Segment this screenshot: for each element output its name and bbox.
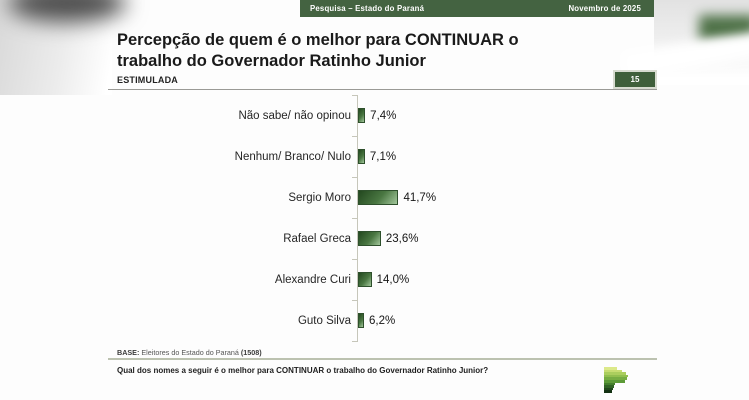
- header-left-label: Pesquisa – Estado do Paraná: [310, 4, 425, 13]
- category-label: Não sabe/ não opinou: [238, 109, 351, 122]
- chart-row: 7,1%: [358, 136, 436, 177]
- category-label: Guto Silva: [297, 314, 351, 327]
- bar-1: [358, 149, 365, 164]
- axis-tick: [352, 341, 358, 342]
- axis-tick: [352, 300, 358, 301]
- axis-tick: [352, 95, 358, 96]
- bar-5: [358, 313, 364, 328]
- chart-row: 6,2%: [358, 300, 436, 341]
- parana-pesquisas-logo: [604, 367, 628, 393]
- page-number-badge: 15: [613, 70, 657, 89]
- value-label: 41,7%: [403, 191, 437, 204]
- base-count: (1508): [240, 348, 262, 357]
- value-label: 7,1%: [369, 150, 397, 163]
- chart-row: 41,7%: [358, 177, 436, 218]
- value-label: 6,2%: [369, 314, 396, 327]
- bar-3: [358, 231, 381, 246]
- bar-4: [358, 272, 372, 287]
- value-label: 14,0%: [376, 273, 410, 286]
- chart-row: 7,4%: [358, 95, 436, 136]
- header-right-label: Novembro de 2025: [568, 4, 641, 13]
- category-label: Rafael Greca: [283, 232, 351, 245]
- axis-tick: [352, 136, 358, 137]
- category-label: Sergio Moro: [288, 191, 351, 204]
- bar-2: [358, 190, 399, 205]
- base-text: Eleitores do Estado do Paraná: [139, 348, 241, 357]
- value-label: 7,4%: [370, 109, 397, 122]
- axis-tick: [352, 259, 358, 260]
- slide-title: Percepção de quem é o melhor para CONTIN…: [117, 30, 657, 72]
- slide-title-line2: trabalho do Governador Ratinho Junior: [117, 51, 426, 70]
- topleft-blur-blob: [8, 0, 126, 22]
- header-bar: Pesquisa – Estado do Paraná Novembro de …: [300, 0, 654, 17]
- chart-row: 23,6%: [358, 218, 436, 259]
- category-label: Alexandre Curi: [274, 273, 351, 286]
- axis-tick: [352, 177, 358, 178]
- footer-divider: [108, 358, 657, 360]
- slide-subtitle: ESTIMULADA: [117, 75, 178, 85]
- base-label: BASE:: [117, 348, 140, 357]
- value-label: 23,6%: [385, 232, 419, 245]
- category-label: Nenhum/ Branco/ Nulo: [234, 150, 351, 163]
- axis-tick: [352, 218, 358, 219]
- title-divider: [108, 88, 657, 90]
- base-note: BASE: Eleitores do Estado do Paraná (150…: [117, 348, 262, 357]
- chart-rows: 7,4% 7,1% 41,7% 23,6% 14,0% 6,2%: [352, 95, 436, 342]
- survey-question: Qual dos nomes a seguir é o melhor para …: [117, 366, 489, 375]
- chart-category-labels: Não sabe/ não opinou Nenhum/ Branco/ Nulo…: [117, 95, 357, 341]
- bar-0: [358, 108, 366, 123]
- bar-chart: Não sabe/ não opinou Nenhum/ Branco/ Nulo…: [117, 95, 436, 342]
- slide-title-line1: Percepção de quem é o melhor para CONTIN…: [117, 31, 519, 49]
- chart-row: 14,0%: [358, 259, 436, 300]
